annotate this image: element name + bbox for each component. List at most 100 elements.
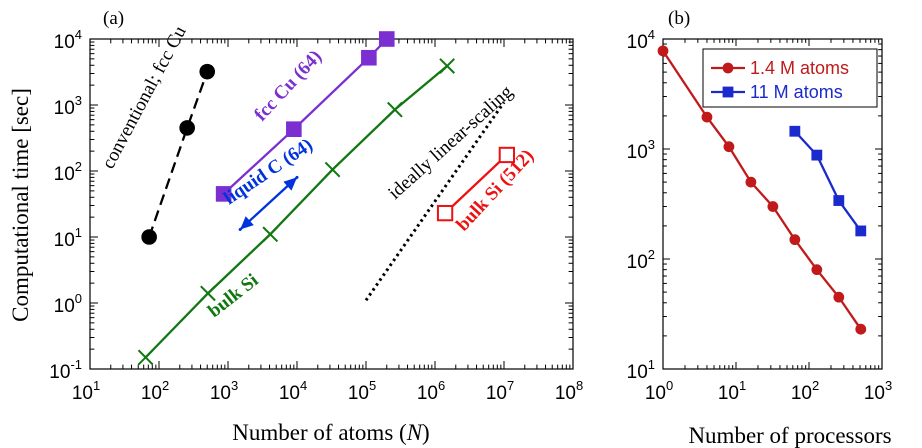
data-point	[789, 125, 801, 137]
series-11-m-atoms	[789, 125, 867, 237]
y-tick-base: 10	[54, 230, 75, 251]
x-axis-title: Number of atoms (N)	[232, 420, 429, 445]
x-tick-base: 10	[417, 383, 438, 404]
data-point	[723, 141, 735, 153]
annotation-label: bulk Si	[204, 270, 262, 322]
series-ideally-linear-scaling	[364, 101, 506, 302]
annotation-label: conventional; fcc Cu	[98, 22, 191, 172]
legend-label: 11 M atoms	[750, 82, 843, 102]
x-axis-title: Number of processors	[688, 423, 891, 448]
y-tick-label: 10-1	[49, 357, 82, 383]
x-tick-label: 104	[279, 378, 307, 404]
x-tick-base: 10	[645, 383, 666, 404]
data-point	[200, 285, 216, 302]
series-group	[657, 45, 867, 335]
data-point	[439, 58, 456, 74]
series-fcc-cu-64	[215, 31, 395, 202]
series-bulk-si-512	[436, 146, 516, 222]
data-point	[745, 176, 757, 188]
y-tick-label: 100	[54, 291, 82, 317]
y-tick-base: 10	[49, 362, 70, 383]
data-point	[179, 120, 195, 136]
x-tick-label: 102	[791, 378, 819, 404]
x-tick-label: 101	[72, 378, 100, 404]
y-tick-exp: 3	[75, 93, 82, 108]
series-group	[137, 31, 516, 366]
arrow-head	[240, 216, 254, 230]
y-tick-base: 10	[627, 252, 648, 273]
data-point	[238, 227, 242, 231]
annotation-label: liquid C (64)	[220, 134, 317, 209]
x-tick-exp: 5	[369, 378, 376, 393]
y-tick-label: 103	[54, 93, 82, 119]
x-tick-label: 108	[555, 378, 583, 404]
tick-marks	[662, 38, 883, 370]
x-tick-exp: 8	[576, 378, 583, 393]
series-line	[364, 101, 506, 302]
data-point	[199, 63, 216, 80]
x-tick-base: 10	[279, 383, 300, 404]
y-tick-exp: 0	[75, 291, 82, 306]
data-point	[361, 49, 377, 66]
y-tick-label: 101	[627, 357, 655, 383]
x-axis-title-prefix: Number of atoms (	[232, 420, 406, 445]
data-point	[657, 45, 669, 57]
x-tick-base: 10	[486, 383, 507, 404]
y-tick-label: 104	[54, 27, 82, 53]
x-tick-exp: 0	[666, 378, 673, 393]
data-point	[387, 101, 403, 118]
y-axis-title: Computational time [sec]	[8, 88, 33, 322]
data-point	[324, 161, 341, 178]
panel-a: 101 102 103 104 105 106 107 108 10-110010110210…	[8, 8, 583, 445]
annotation-label: fcc Cu (64)	[250, 46, 326, 125]
x-tick-exp: 2	[812, 378, 819, 393]
data-point	[722, 86, 734, 98]
x-tick-base: 10	[210, 383, 231, 404]
x-tick-label: 105	[348, 378, 376, 404]
x-tick-exp: 6	[438, 378, 445, 393]
x-tick-exp: 2	[162, 378, 169, 393]
series-liquid-c-64	[238, 175, 299, 231]
data-point	[855, 225, 867, 237]
y-tick-base: 10	[54, 164, 75, 185]
x-tick-exp: 7	[507, 378, 514, 393]
plot-frame	[662, 38, 883, 370]
data-point	[286, 121, 302, 137]
y-tick-exp: -1	[70, 357, 82, 372]
data-point	[789, 234, 801, 246]
x-tick-labels: 100 101 102 103	[645, 378, 892, 404]
series-line	[144, 65, 448, 359]
series-conventional-fcc-cu	[141, 63, 216, 245]
tick-marks	[89, 38, 574, 370]
plot-frame	[89, 38, 574, 370]
data-point	[701, 111, 713, 123]
x-tick-base: 10	[141, 383, 162, 404]
y-tick-label: 103	[627, 137, 655, 163]
data-point	[295, 175, 299, 179]
y-tick-base: 10	[54, 98, 75, 119]
data-point	[722, 62, 734, 74]
panel-label: (a)	[103, 8, 124, 29]
y-tick-base: 10	[627, 32, 648, 53]
x-tick-base: 10	[555, 383, 576, 404]
x-tick-label: 102	[141, 378, 169, 404]
data-point	[767, 201, 779, 212]
annotation-group: conventional; fcc Cu fcc Cu (64) liquid C …	[98, 22, 538, 322]
data-point	[811, 149, 823, 161]
arrow-head	[283, 177, 297, 191]
data-point	[436, 204, 454, 222]
data-point	[378, 31, 395, 47]
y-tick-exp: 2	[75, 159, 82, 174]
data-point	[833, 291, 845, 303]
x-tick-exp: 4	[300, 378, 307, 393]
data-point	[498, 146, 516, 164]
x-tick-exp: 1	[739, 378, 746, 393]
y-tick-exp: 1	[75, 225, 82, 240]
y-tick-label: 102	[54, 159, 82, 185]
data-point	[215, 186, 232, 202]
x-tick-label: 107	[486, 378, 514, 404]
